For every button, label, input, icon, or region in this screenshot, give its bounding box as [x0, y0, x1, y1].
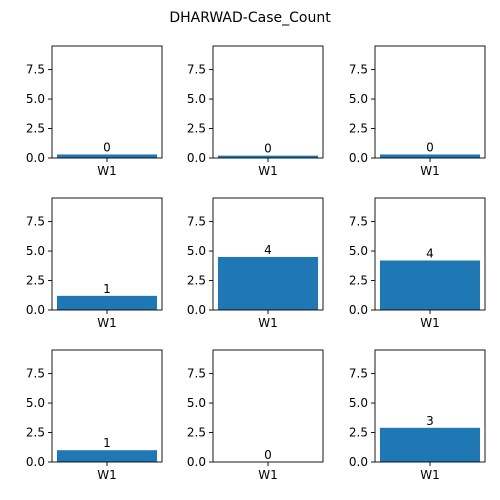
y-tick-label: 7.5 — [187, 367, 206, 381]
y-tick-label: 5.0 — [26, 92, 45, 106]
y-tick-label: 0.0 — [349, 151, 368, 165]
data-label: 0 — [103, 140, 111, 154]
y-tick-label: 7.5 — [26, 63, 45, 77]
x-tick-label: W1 — [420, 164, 440, 178]
y-tick-label: 2.5 — [26, 426, 45, 440]
y-tick-label: 7.5 — [187, 215, 206, 229]
y-tick-label: 5.0 — [187, 92, 206, 106]
y-tick-label: 7.5 — [349, 215, 368, 229]
y-tick-label: 5.0 — [349, 396, 368, 410]
data-label: 3 — [426, 414, 434, 428]
bar — [217, 256, 319, 310]
y-tick-label: 0.0 — [187, 455, 206, 469]
data-label: 0 — [426, 140, 434, 154]
y-tick-label: 5.0 — [187, 244, 206, 258]
data-label: 4 — [426, 246, 434, 260]
bar — [379, 154, 481, 158]
y-tick-label: 0.0 — [187, 151, 206, 165]
y-tick-label: 5.0 — [187, 396, 206, 410]
chart-panel: 0 0.0 2.5 5.0 7.5 W1 — [26, 45, 163, 178]
data-label: 0 — [264, 448, 272, 462]
x-tick-label: W1 — [97, 164, 117, 178]
bar — [56, 154, 158, 158]
x-tick-label: W1 — [258, 468, 278, 482]
y-tick-label: 0.0 — [26, 151, 45, 165]
figure-title: DHARWAD-Case_Count — [169, 10, 331, 26]
data-label: 4 — [264, 243, 272, 257]
y-tick-label: 5.0 — [349, 244, 368, 258]
chart-panel: 0 0.0 2.5 5.0 7.5 W1 — [187, 349, 324, 482]
data-label: 1 — [103, 436, 111, 450]
y-tick-label: 0.0 — [26, 303, 45, 317]
x-tick-label: W1 — [258, 316, 278, 330]
y-tick-label: 2.5 — [26, 122, 45, 136]
y-tick-label: 5.0 — [26, 396, 45, 410]
y-tick-label: 7.5 — [26, 367, 45, 381]
x-tick-label: W1 — [420, 468, 440, 482]
y-tick-label: 2.5 — [187, 426, 206, 440]
bar — [56, 450, 158, 462]
y-tick-label: 2.5 — [187, 122, 206, 136]
bar — [56, 295, 158, 310]
bar — [379, 260, 481, 310]
y-tick-label: 2.5 — [349, 122, 368, 136]
data-label: 1 — [103, 282, 111, 296]
chart-panel: 0 0.0 2.5 5.0 7.5 W1 — [349, 45, 486, 178]
chart-panel: 4 0.0 2.5 5.0 7.5 W1 — [349, 197, 486, 330]
y-tick-label: 0.0 — [349, 455, 368, 469]
y-tick-label: 2.5 — [187, 274, 206, 288]
y-tick-label: 0.0 — [349, 303, 368, 317]
bar — [217, 155, 319, 158]
x-tick-label: W1 — [97, 316, 117, 330]
axes-frame — [212, 349, 324, 463]
chart-panel: 4 0.0 2.5 5.0 7.5 W1 — [187, 197, 324, 330]
x-tick-label: W1 — [420, 316, 440, 330]
y-tick-label: 2.5 — [26, 274, 45, 288]
bar — [379, 427, 481, 462]
data-label: 0 — [264, 142, 272, 156]
y-tick-label: 0.0 — [187, 303, 206, 317]
y-tick-label: 7.5 — [26, 215, 45, 229]
chart-panel: 1 0.0 2.5 5.0 7.5 W1 — [26, 197, 163, 330]
chart-panel: 0 0.0 2.5 5.0 7.5 W1 — [187, 45, 324, 178]
y-tick-label: 7.5 — [349, 367, 368, 381]
x-tick-label: W1 — [258, 164, 278, 178]
y-tick-label: 7.5 — [187, 63, 206, 77]
y-tick-label: 7.5 — [349, 63, 368, 77]
x-tick-label: W1 — [97, 468, 117, 482]
y-tick-label: 0.0 — [26, 455, 45, 469]
chart-panel: 3 0.0 2.5 5.0 7.5 W1 — [349, 349, 486, 482]
y-tick-label: 2.5 — [349, 426, 368, 440]
chart-panel: 1 0.0 2.5 5.0 7.5 W1 — [26, 349, 163, 482]
y-tick-label: 5.0 — [349, 92, 368, 106]
y-tick-label: 2.5 — [349, 274, 368, 288]
y-tick-label: 5.0 — [26, 244, 45, 258]
